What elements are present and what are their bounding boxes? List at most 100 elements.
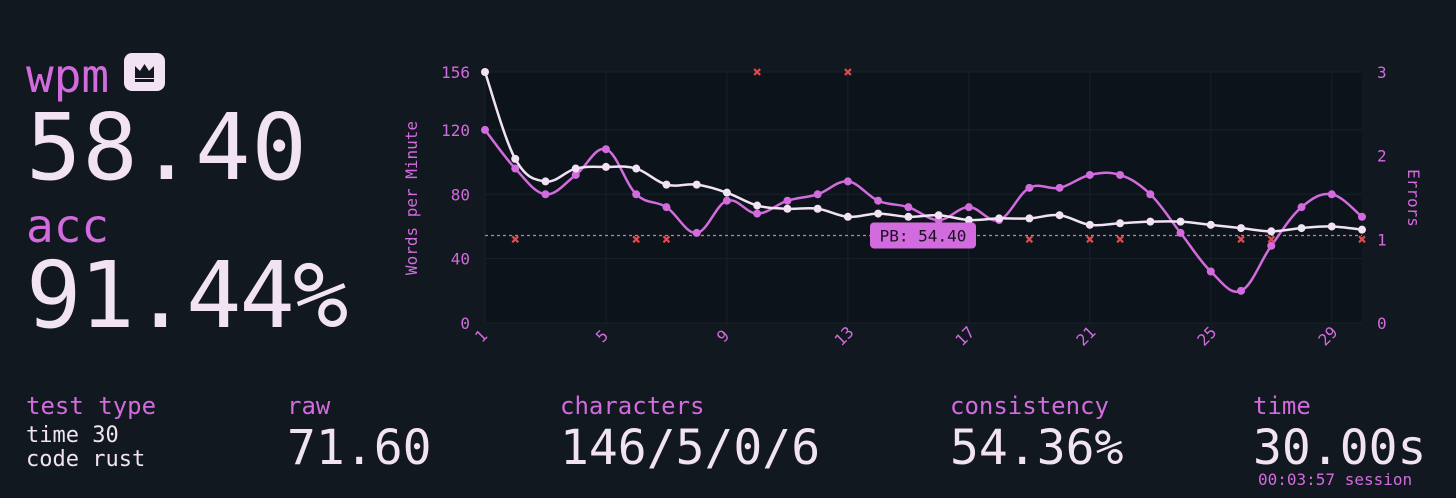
- data-point-wpm[interactable]: [1085, 220, 1094, 229]
- wpm-label: wpm: [26, 49, 110, 103]
- data-point-wpm[interactable]: [571, 164, 580, 173]
- raw-label: raw: [287, 392, 331, 420]
- data-point-wpm[interactable]: [632, 164, 641, 173]
- data-point-wpm[interactable]: [601, 162, 610, 171]
- data-point-raw[interactable]: [481, 125, 489, 134]
- error-marker[interactable]: [1267, 235, 1276, 244]
- data-point-raw[interactable]: [1025, 183, 1034, 192]
- characters-value: 146/5/0/6: [560, 420, 821, 476]
- plot-area: [485, 72, 1362, 323]
- x-tick-label: 9: [713, 326, 733, 346]
- consistency-value: 54.36%: [950, 420, 1124, 476]
- data-point-raw[interactable]: [1055, 183, 1064, 192]
- data-point-wpm[interactable]: [753, 201, 762, 210]
- data-point-raw[interactable]: [571, 170, 580, 179]
- data-point-raw[interactable]: [541, 190, 550, 199]
- data-point-raw[interactable]: [692, 228, 701, 237]
- data-point-raw[interactable]: [1146, 190, 1155, 199]
- data-point-wpm[interactable]: [1025, 214, 1034, 223]
- x-tick-label: 29: [1314, 323, 1341, 350]
- x-tick-label: 21: [1072, 323, 1099, 350]
- data-point-raw[interactable]: [1297, 203, 1306, 212]
- data-point-raw[interactable]: [511, 164, 520, 173]
- error-marker[interactable]: [1358, 235, 1366, 244]
- data-point-wpm[interactable]: [662, 180, 671, 189]
- error-marker[interactable]: [1025, 235, 1034, 244]
- y-right-tick-label: 1: [1377, 230, 1387, 249]
- x-tick-label: 5: [592, 326, 612, 346]
- error-marker[interactable]: [632, 235, 640, 244]
- data-point-raw[interactable]: [813, 190, 822, 199]
- test-type-mode: time 30: [26, 423, 119, 448]
- error-marker[interactable]: [844, 68, 852, 76]
- session-time: 00:03:57 session: [1258, 470, 1413, 489]
- data-point-wpm[interactable]: [1055, 211, 1064, 220]
- data-point-wpm[interactable]: [541, 177, 550, 186]
- data-point-wpm[interactable]: [1358, 225, 1366, 234]
- data-point-raw[interactable]: [843, 177, 852, 186]
- data-point-wpm[interactable]: [904, 212, 913, 221]
- error-marker[interactable]: [1086, 235, 1094, 244]
- crown-icon[interactable]: [124, 53, 165, 91]
- test-type-language: code rust: [26, 447, 146, 472]
- error-marker[interactable]: [1237, 235, 1245, 244]
- data-point-raw[interactable]: [753, 209, 762, 218]
- data-point-raw[interactable]: [1176, 228, 1185, 237]
- y-right-tick-label: 2: [1377, 147, 1387, 166]
- data-point-wpm[interactable]: [511, 154, 520, 163]
- data-point-wpm[interactable]: [783, 204, 792, 213]
- data-point-wpm[interactable]: [1267, 227, 1276, 236]
- data-point-raw[interactable]: [964, 203, 973, 212]
- error-marker[interactable]: [753, 68, 761, 76]
- data-point-wpm[interactable]: [1237, 224, 1246, 233]
- error-marker[interactable]: [662, 235, 671, 244]
- data-point-wpm[interactable]: [995, 214, 1004, 223]
- data-point-raw[interactable]: [601, 145, 610, 154]
- x-tick-label: 17: [951, 323, 978, 350]
- data-point-wpm[interactable]: [813, 204, 822, 213]
- data-point-wpm[interactable]: [843, 212, 852, 221]
- wpm-value: 58.40: [26, 94, 308, 201]
- data-point-raw[interactable]: [1267, 241, 1276, 250]
- y-tick-label: 0: [460, 314, 470, 333]
- data-point-raw[interactable]: [1206, 267, 1215, 276]
- data-point-wpm[interactable]: [874, 209, 883, 218]
- acc-value: 91.44%: [26, 242, 348, 349]
- data-point-wpm[interactable]: [1327, 222, 1336, 231]
- data-point-wpm[interactable]: [934, 211, 943, 220]
- data-point-raw[interactable]: [1237, 286, 1246, 295]
- data-point-raw[interactable]: [874, 196, 883, 205]
- data-point-wpm[interactable]: [964, 216, 973, 225]
- x-tick-label: 1: [471, 326, 491, 346]
- y-tick-label: 80: [451, 185, 470, 204]
- data-point-raw[interactable]: [1116, 170, 1125, 179]
- acc-label: acc: [26, 199, 110, 253]
- data-point-raw[interactable]: [1085, 170, 1094, 179]
- y-tick-label: 40: [451, 250, 470, 269]
- data-point-raw[interactable]: [1358, 212, 1366, 221]
- y-tick-label: 120: [441, 121, 470, 140]
- data-point-raw[interactable]: [904, 203, 913, 212]
- data-point-raw[interactable]: [632, 190, 641, 199]
- data-point-raw[interactable]: [662, 203, 671, 212]
- data-point-wpm[interactable]: [481, 68, 489, 76]
- data-point-wpm[interactable]: [1146, 217, 1155, 226]
- data-point-wpm[interactable]: [1116, 219, 1125, 228]
- raw-value: 71.60: [287, 420, 432, 476]
- error-marker[interactable]: [511, 235, 520, 244]
- x-tick-label: 25: [1193, 323, 1220, 350]
- data-point-wpm[interactable]: [1297, 224, 1306, 233]
- personal-best-label: PB: 54.40: [880, 226, 967, 245]
- data-point-raw[interactable]: [783, 196, 792, 205]
- consistency-label: consistency: [950, 392, 1109, 420]
- data-point-raw[interactable]: [722, 196, 731, 205]
- error-marker[interactable]: [1116, 235, 1124, 244]
- data-point-raw[interactable]: [1327, 190, 1336, 199]
- data-point-wpm[interactable]: [1176, 217, 1185, 226]
- data-point-wpm[interactable]: [1206, 220, 1215, 229]
- data-point-wpm[interactable]: [692, 180, 701, 189]
- y-right-tick-label: 3: [1377, 63, 1387, 82]
- data-point-wpm[interactable]: [722, 188, 731, 197]
- characters-label: characters: [560, 392, 705, 420]
